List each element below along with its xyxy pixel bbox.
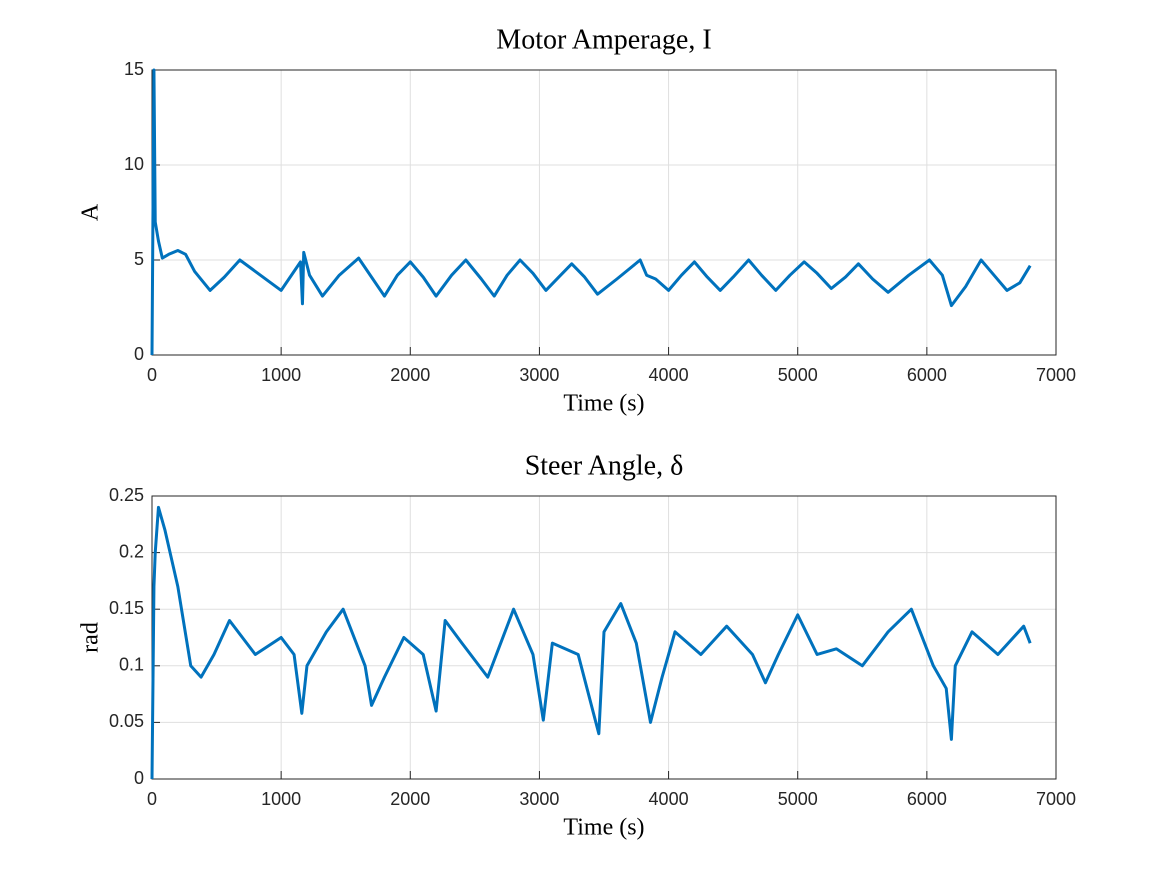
x-tick-label: 6000 <box>907 365 947 385</box>
x-tick-label: 7000 <box>1036 365 1076 385</box>
x-tick-label: 4000 <box>649 365 689 385</box>
x-tick-label: 3000 <box>519 789 559 809</box>
x-tick-label: 3000 <box>519 365 559 385</box>
x-axis-label: Time (s) <box>563 815 644 841</box>
x-tick-label: 2000 <box>390 365 430 385</box>
x-tick-label: 0 <box>147 365 157 385</box>
x-tick-label: 0 <box>147 789 157 809</box>
x-tick-label: 6000 <box>907 789 947 809</box>
y-tick-label: 0.05 <box>109 711 144 731</box>
x-tick-label: 5000 <box>778 365 818 385</box>
x-tick-label: 1000 <box>261 789 301 809</box>
chart-title: Motor Amperage, I <box>496 24 711 55</box>
x-tick-label: 4000 <box>649 789 689 809</box>
x-tick-label: 1000 <box>261 365 301 385</box>
x-tick-label: 2000 <box>390 789 430 809</box>
y-tick-label: 0.25 <box>109 485 144 505</box>
data-line <box>150 68 1032 356</box>
x-axis-label: Time (s) <box>563 391 644 417</box>
y-tick-label: 0 <box>134 768 144 788</box>
y-tick-label: 0 <box>134 344 144 364</box>
x-tick-label: 5000 <box>778 789 818 809</box>
y-tick-label: 0.1 <box>119 655 144 675</box>
chart-title: Steer Angle, δ <box>525 450 684 481</box>
data-line <box>150 505 1032 780</box>
y-axis-label: A <box>78 203 104 221</box>
y-tick-label: 0.2 <box>119 541 144 561</box>
y-axis-label: rad <box>78 622 104 653</box>
x-tick-label: 7000 <box>1036 789 1076 809</box>
y-tick-label: 5 <box>134 249 144 269</box>
y-tick-label: 10 <box>124 154 144 174</box>
y-tick-label: 15 <box>124 59 144 79</box>
y-tick-label: 0.15 <box>109 598 144 618</box>
plot-area <box>152 70 1056 355</box>
